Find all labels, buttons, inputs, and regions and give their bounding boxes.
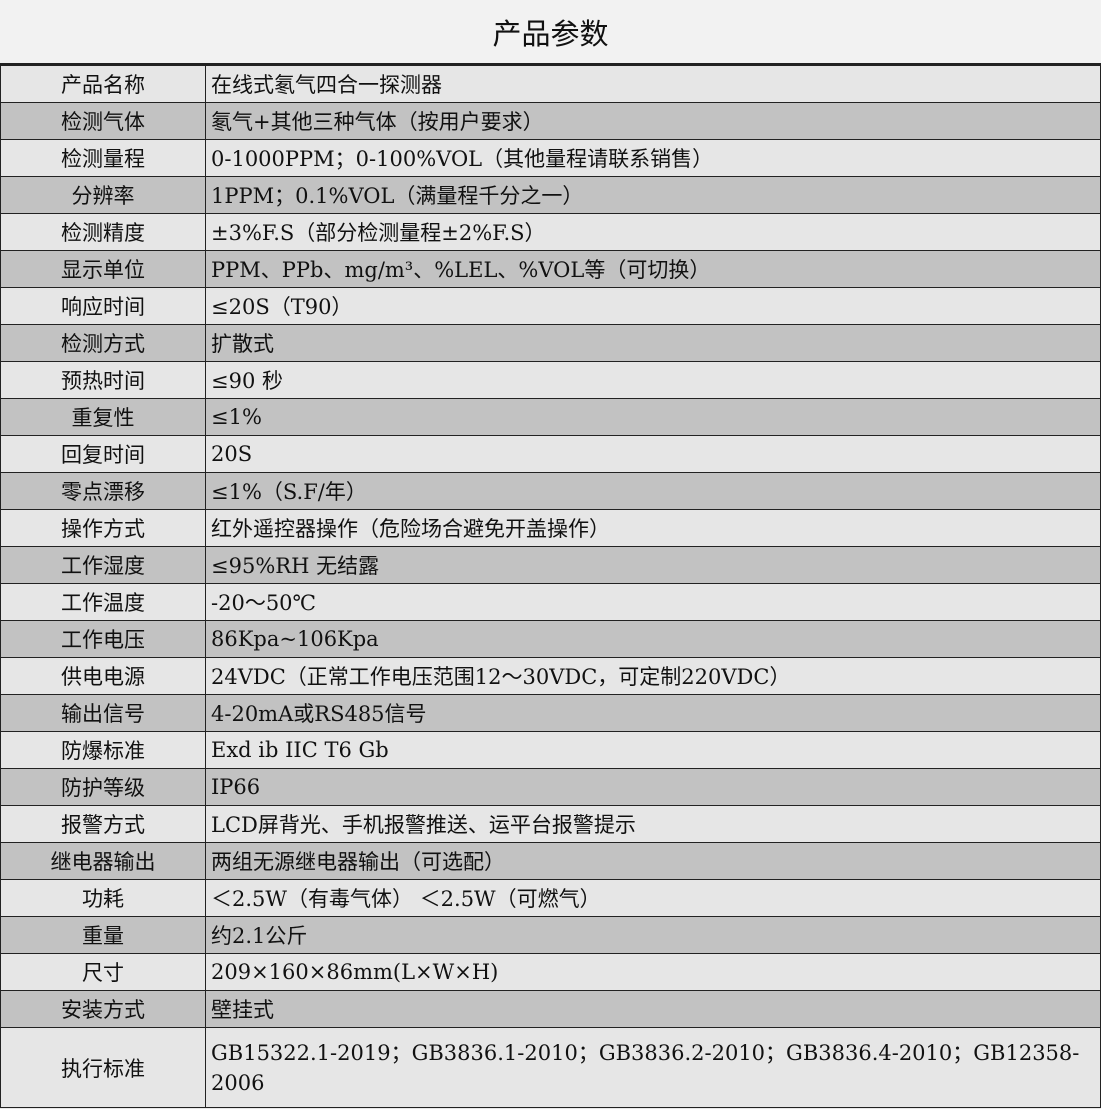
row-value: LCD屏背光、手机报警推送、运平台报警提示 [205, 805, 1101, 843]
row-label: 检测量程 [0, 139, 206, 177]
row-value: ＜2.5W（有毒气体） ＜2.5W（可燃气） [205, 879, 1101, 917]
row-value: IP66 [205, 768, 1101, 806]
row-label: 继电器输出 [0, 842, 206, 880]
row-label: 产品名称 [0, 65, 206, 103]
row-value: GB15322.1-2019；GB3836.1-2010；GB3836.2-20… [205, 1027, 1101, 1108]
table-row: 检测气体 氡气+其他三种气体（按用户要求） [0, 102, 1101, 140]
table-row: 回复时间 20S [0, 435, 1101, 473]
row-label: 输出信号 [0, 694, 206, 732]
row-value: 4-20mA或RS485信号 [205, 694, 1101, 732]
table-row: 重复性 ≤1% [0, 398, 1101, 436]
row-label: 重复性 [0, 398, 206, 436]
table-row: 工作电压 86Kpa~106Kpa [0, 620, 1101, 658]
row-label: 操作方式 [0, 509, 206, 547]
row-value: ≤20S（T90） [205, 287, 1101, 325]
row-label: 检测方式 [0, 324, 206, 362]
row-label: 防爆标准 [0, 731, 206, 769]
table-row: 防爆标准 Exd ib IIC T6 Gb [0, 731, 1101, 769]
row-value: 扩散式 [205, 324, 1101, 362]
table-row: 防护等级 IP66 [0, 768, 1101, 806]
table-row: 尺寸 209×160×86mm(L×W×H) [0, 953, 1101, 991]
row-label: 工作湿度 [0, 546, 206, 584]
row-label: 安装方式 [0, 990, 206, 1028]
table-row: 产品名称 在线式氡气四合一探测器 [0, 65, 1101, 103]
table-row: 功耗 ＜2.5W（有毒气体） ＜2.5W（可燃气） [0, 879, 1101, 917]
row-label: 供电电源 [0, 657, 206, 695]
row-value: ±3%F.S（部分检测量程±2%F.S） [205, 213, 1101, 251]
table-row: 检测方式 扩散式 [0, 324, 1101, 362]
row-label: 重量 [0, 916, 206, 954]
table-row: 检测精度 ±3%F.S（部分检测量程±2%F.S） [0, 213, 1101, 251]
row-label: 工作温度 [0, 583, 206, 621]
row-value: 209×160×86mm(L×W×H) [205, 953, 1101, 991]
table-row: 操作方式 红外遥控器操作（危险场合避免开盖操作） [0, 509, 1101, 547]
table-row: 显示单位 PPM、PPb、mg/m³、%LEL、%VOL等（可切换） [0, 250, 1101, 288]
row-label: 检测精度 [0, 213, 206, 251]
row-value: 0-1000PPM；0-100%VOL（其他量程请联系销售） [205, 139, 1101, 177]
row-value: ≤1%（S.F/年） [205, 472, 1101, 510]
page-title: 产品参数 [0, 0, 1101, 65]
row-label: 响应时间 [0, 287, 206, 325]
row-label: 分辨率 [0, 176, 206, 214]
table-row: 零点漂移 ≤1%（S.F/年） [0, 472, 1101, 510]
row-value: 红外遥控器操作（危险场合避免开盖操作） [205, 509, 1101, 547]
row-label: 报警方式 [0, 805, 206, 843]
spec-table: 产品名称 在线式氡气四合一探测器 检测气体 氡气+其他三种气体（按用户要求） 检测量程 0… [0, 65, 1101, 1108]
row-value: 在线式氡气四合一探测器 [205, 65, 1101, 103]
row-label: 检测气体 [0, 102, 206, 140]
row-label: 工作电压 [0, 620, 206, 658]
row-label: 显示单位 [0, 250, 206, 288]
row-label: 尺寸 [0, 953, 206, 991]
row-value: Exd ib IIC T6 Gb [205, 731, 1101, 769]
row-label: 功耗 [0, 879, 206, 917]
row-value: 1PPM；0.1%VOL（满量程千分之一） [205, 176, 1101, 214]
table-row: 检测量程 0-1000PPM；0-100%VOL（其他量程请联系销售） [0, 139, 1101, 177]
table-row: 供电电源 24VDC（正常工作电压范围12～30VDC，可定制220VDC） [0, 657, 1101, 695]
table-row: 分辨率 1PPM；0.1%VOL（满量程千分之一） [0, 176, 1101, 214]
table-row: 报警方式 LCD屏背光、手机报警推送、运平台报警提示 [0, 805, 1101, 843]
table-row: 继电器输出 两组无源继电器输出（可选配） [0, 842, 1101, 880]
table-row: 重量 约2.1公斤 [0, 916, 1101, 954]
row-value: ≤1% [205, 398, 1101, 436]
table-row: 安装方式 壁挂式 [0, 990, 1101, 1028]
row-label: 回复时间 [0, 435, 206, 473]
row-label: 执行标准 [0, 1027, 206, 1108]
row-value: 两组无源继电器输出（可选配） [205, 842, 1101, 880]
row-label: 预热时间 [0, 361, 206, 399]
row-value: PPM、PPb、mg/m³、%LEL、%VOL等（可切换） [205, 250, 1101, 288]
row-value: 氡气+其他三种气体（按用户要求） [205, 102, 1101, 140]
row-label: 防护等级 [0, 768, 206, 806]
row-value: -20～50℃ [205, 583, 1101, 621]
row-value: 24VDC（正常工作电压范围12～30VDC，可定制220VDC） [205, 657, 1101, 695]
row-value: 86Kpa~106Kpa [205, 620, 1101, 658]
table-row: 执行标准 GB15322.1-2019；GB3836.1-2010；GB3836.… [0, 1027, 1101, 1108]
row-value: ≤95%RH 无结露 [205, 546, 1101, 584]
row-value: 约2.1公斤 [205, 916, 1101, 954]
table-row: 输出信号 4-20mA或RS485信号 [0, 694, 1101, 732]
table-row: 预热时间 ≤90 秒 [0, 361, 1101, 399]
table-row: 响应时间 ≤20S（T90） [0, 287, 1101, 325]
table-row: 工作湿度 ≤95%RH 无结露 [0, 546, 1101, 584]
row-label: 零点漂移 [0, 472, 206, 510]
row-value: ≤90 秒 [205, 361, 1101, 399]
table-row: 工作温度 -20～50℃ [0, 583, 1101, 621]
row-value: 壁挂式 [205, 990, 1101, 1028]
row-value: 20S [205, 435, 1101, 473]
